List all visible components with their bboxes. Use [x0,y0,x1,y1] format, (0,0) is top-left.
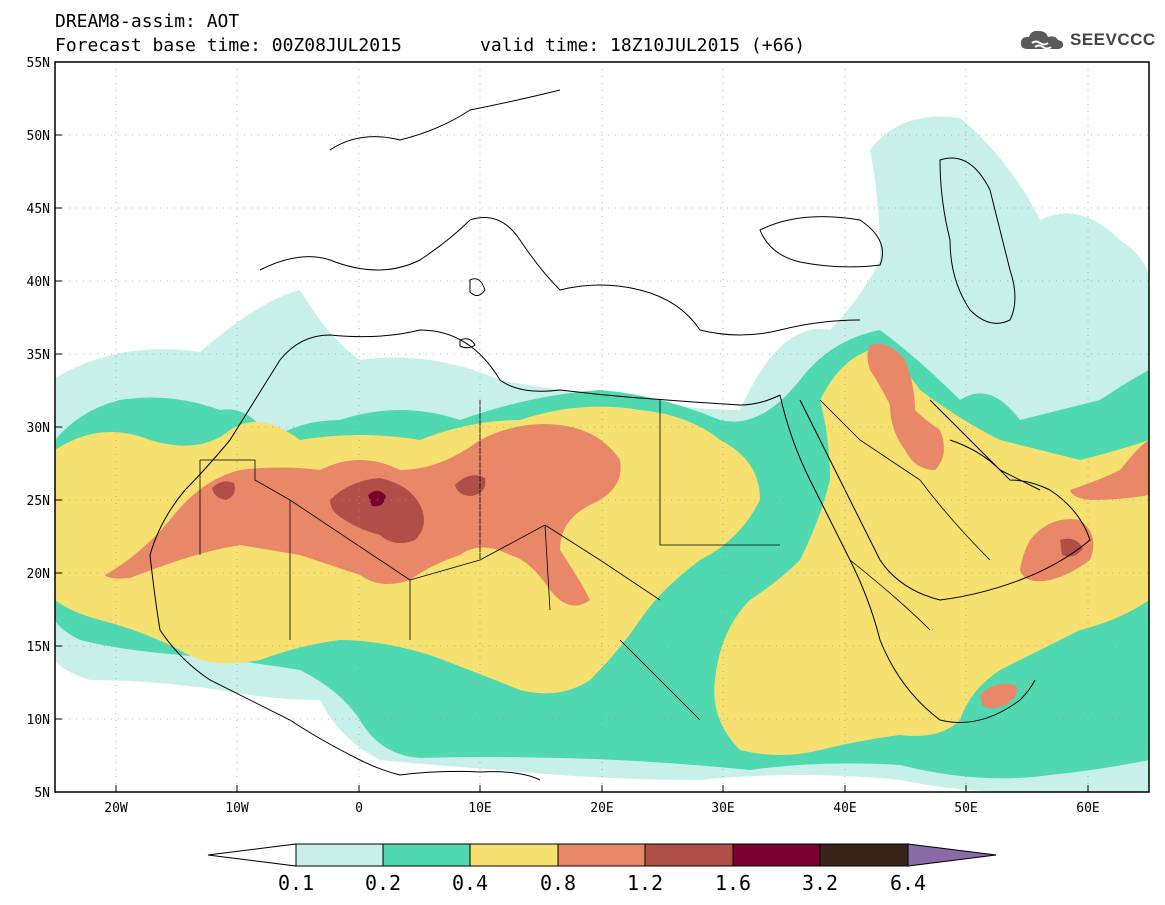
colorbar-arrow-right [907,843,997,867]
aot-contour-0.4-arabia [714,350,1149,755]
colorbar-label: 0.2 [365,871,401,895]
cloud-icon [1020,30,1064,50]
aot-contour-1.6-sahara [368,490,386,507]
lat-label: 40N [27,275,50,290]
logo-text: SEEVCCC [1070,30,1156,49]
lon-label: 10E [468,801,491,816]
colorbar-labels: 0.1 0.2 0.4 0.8 1.2 1.6 3.2 6.4 [278,871,926,895]
lat-label: 5N [34,786,50,801]
colorbar-swatch-1.6 [732,843,821,867]
colorbar-label: 0.8 [540,871,576,895]
seevccc-logo: SEEVCCC [1018,27,1156,53]
aot-contour-1.2-oman [1060,538,1083,557]
coastlines [149,89,1091,781]
lon-label: 40E [833,801,856,816]
colorbar-swatch-0.4 [469,843,559,867]
aot-contour-1.2-mauritania [212,481,235,500]
colorbar-swatch-0.2 [382,843,471,867]
lon-label: 20E [590,801,613,816]
valid-time: valid time: 18Z10JUL2015 (+66) [480,35,806,56]
colorbar-label: 0.1 [278,871,314,895]
aot-contour-1.2-algeria [455,475,486,496]
lon-label: 10W [225,801,249,816]
lat-label: 15N [27,640,50,655]
colorbar-arrow-left [207,843,297,867]
lon-labels: 20W 10W 0 10E 20E 30E 40E 50E 60E [104,801,1099,816]
colorbar [207,843,997,867]
colorbar-label: 1.6 [715,871,751,895]
colorbar-label: 3.2 [802,871,838,895]
lat-label: 30N [27,421,50,436]
colorbar-swatch-0.1 [295,843,384,867]
lat-label: 55N [27,56,50,71]
lat-label: 35N [27,348,50,363]
lon-label: 20W [104,801,128,816]
aot-contour-0.8-somalia [980,683,1018,709]
ticks [55,61,1089,793]
title-line1: DREAM8-assim: AOT [55,11,240,32]
lat-label: 20N [27,567,50,582]
colorbar-swatch-3.2 [819,843,909,867]
lon-label: 60E [1076,801,1099,816]
graticule [55,62,1149,792]
lat-label: 10N [27,713,50,728]
colorbar-label: 1.2 [627,871,663,895]
lon-label: 30E [711,801,734,816]
aot-contour-0.8-iraq [867,344,944,470]
colorbar-swatch-0.8 [557,843,646,867]
lon-label: 0 [355,801,363,816]
colorbar-label: 6.4 [890,871,926,895]
aot-contour-0.8-iran [1070,440,1149,500]
lat-labels: 5N 10N 15N 20N 25N 30N 35N 40N 45N 50N 5… [27,56,50,801]
lat-label: 50N [27,129,50,144]
aot-contour-0.8-oman [1020,519,1094,582]
colorbar-label: 0.4 [452,871,488,895]
colorbar-swatch-1.2 [644,843,734,867]
lon-label: 50E [954,801,977,816]
lat-label: 25N [27,494,50,509]
aot-contour-1.2-sahara [330,478,424,544]
title-line2: Forecast base time: 00Z08JUL2015 [55,35,402,56]
lat-label: 45N [27,202,50,217]
